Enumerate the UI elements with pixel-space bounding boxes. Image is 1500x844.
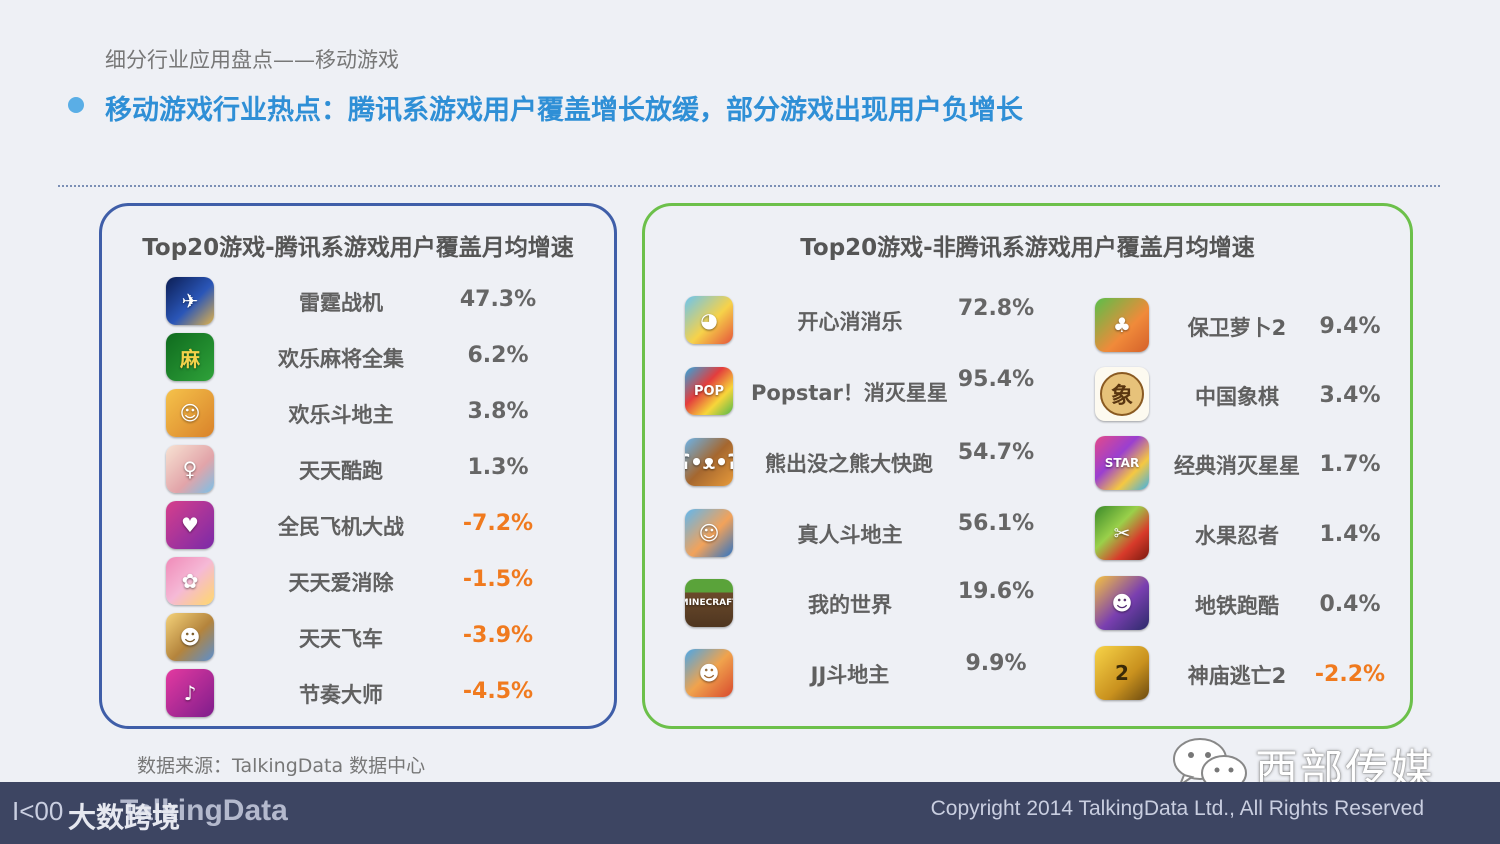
game-row: ☻ 地铁跑酷 0.4% <box>1095 576 1395 630</box>
game-row: ♀ 天天酷跑 1.3% <box>166 445 586 495</box>
game-row: ◕ 开心消消乐 72.8% <box>685 296 1045 346</box>
game-name: 欢乐麻将全集 <box>278 347 404 371</box>
game-row: 象 中国象棋 3.4% <box>1095 367 1395 421</box>
game-row: ✈ 雷霆战机 47.3% <box>166 277 586 327</box>
landlord-face-icon: ☺ <box>166 389 214 437</box>
game-row: ♥ 全民飞机大战 -7.2% <box>166 501 586 551</box>
game-row: 2 神庙逃亡2 -2.2% <box>1095 646 1395 700</box>
game-name: 欢乐斗地主 <box>288 403 394 427</box>
game-name: 我的世界 <box>808 593 892 617</box>
game-name: 开心消消乐 <box>797 310 903 334</box>
music-note-icon: ♪ <box>166 669 214 717</box>
subway-surfer-icon: ☻ <box>1095 576 1149 630</box>
growth-value: 9.9% <box>965 651 1027 676</box>
game-row: STAR 经典消灭星星 1.7% <box>1095 436 1395 490</box>
game-name: 天天飞车 <box>299 627 383 651</box>
happy-match-icon: ◕ <box>685 296 733 344</box>
brand-watermark: 大数跨境 <box>68 801 181 834</box>
game-row: ʕ•ᴥ•ʔ 熊出没之熊大快跑 54.7% <box>685 438 1045 488</box>
game-name: 经典消灭星星 <box>1174 454 1300 478</box>
game-row: ✿ 天天爱消除 -1.5% <box>166 557 586 607</box>
cartoon-man-icon: ☺ <box>685 509 733 557</box>
carrot-icon: ♣ <box>1095 298 1149 352</box>
growth-value: 72.8% <box>957 296 1035 321</box>
game-name: 雷霆战机 <box>299 291 383 315</box>
dotted-divider <box>58 185 1440 187</box>
chinese-chess-icon: 象 <box>1095 367 1149 421</box>
growth-value: -3.9% <box>462 623 534 648</box>
growth-value: -4.5% <box>462 679 534 704</box>
growth-value: 6.2% <box>467 343 529 368</box>
game-name: 全民飞机大战 <box>278 515 404 539</box>
fighter-jet-icon: ✈ <box>166 277 214 325</box>
bullet-dot <box>68 97 84 113</box>
game-row: ✂ 水果忍者 1.4% <box>1095 506 1395 560</box>
talkingdata-logo: TalkingData <box>120 794 288 827</box>
growth-value: 3.4% <box>1319 383 1381 408</box>
growth-value: 47.3% <box>459 287 537 312</box>
game-name: Popstar！消灭星星 <box>751 381 948 405</box>
brand-mark: I<00 <box>12 796 64 826</box>
plane-girl-icon: ♥ <box>166 501 214 549</box>
game-name: 保卫萝卜2 <box>1187 316 1287 340</box>
game-name: 神庙逃亡2 <box>1187 664 1287 688</box>
non-tencent-panel-title: Top20游戏-非腾讯系游戏用户覆盖月均增速 <box>800 235 1255 261</box>
minecraft-icon: MINECRAFT <box>685 579 733 627</box>
tencent-panel-title: Top20游戏-腾讯系游戏用户覆盖月均增速 <box>142 235 574 261</box>
footer-bar: I<00 TalkingData 大数跨境 Copyright 2014 Tal… <box>0 782 1500 844</box>
game-row: 麻 欢乐麻将全集 6.2% <box>166 333 586 383</box>
growth-value: 0.4% <box>1319 592 1381 617</box>
page-headline: 移动游戏行业热点：腾讯系游戏用户覆盖增长放缓，部分游戏出现用户负增长 <box>105 95 1023 126</box>
bear-icon: ʕ•ᴥ•ʔ <box>685 438 733 486</box>
temple-run-icon: 2 <box>1095 646 1149 700</box>
jj-landlord-icon: ☻ <box>685 649 733 697</box>
fruit-ninja-icon: ✂ <box>1095 506 1149 560</box>
game-name: 天天爱消除 <box>288 571 394 595</box>
growth-value: 19.6% <box>957 579 1035 604</box>
non-tencent-games-panel: Top20游戏-非腾讯系游戏用户覆盖月均增速 ◕ 开心消消乐 72.8% POP… <box>642 203 1413 729</box>
racer-girl-icon: ☻ <box>166 613 214 661</box>
game-row: ☻ 天天飞车 -3.9% <box>166 613 586 663</box>
runner-girl-icon: ♀ <box>166 445 214 493</box>
growth-value: -2.2% <box>1314 662 1386 687</box>
data-source-note: 数据来源：TalkingData 数据中心 <box>137 755 426 777</box>
game-name: 天天酷跑 <box>299 459 383 483</box>
game-row: ☺ 欢乐斗地主 3.8% <box>166 389 586 439</box>
mahjong-icon: 麻 <box>166 333 214 381</box>
growth-value: 3.8% <box>467 399 529 424</box>
game-name: 水果忍者 <box>1195 524 1279 548</box>
popstar-icon: POP <box>685 367 733 415</box>
copyright-text: Copyright 2014 TalkingData Ltd., All Rig… <box>930 797 1424 820</box>
growth-value: 1.3% <box>467 455 529 480</box>
game-name: JJ斗地主 <box>810 663 890 687</box>
game-row: MINECRAFT 我的世界 19.6% <box>685 579 1045 629</box>
game-row: POP Popstar！消灭星星 95.4% <box>685 367 1045 417</box>
growth-value: 1.7% <box>1319 452 1381 477</box>
game-row: ☻ JJ斗地主 9.9% <box>685 649 1045 699</box>
growth-value: -7.2% <box>462 511 534 536</box>
game-name: 熊出没之熊大快跑 <box>765 452 933 476</box>
growth-value: -1.5% <box>462 567 534 592</box>
growth-value: 95.4% <box>957 367 1035 392</box>
popstar-classic-icon: STAR <box>1095 436 1149 490</box>
page-subtitle: 细分行业应用盘点——移动游戏 <box>105 48 399 72</box>
growth-value: 9.4% <box>1319 314 1381 339</box>
game-name: 节奏大师 <box>299 683 383 707</box>
game-row: ♪ 节奏大师 -4.5% <box>166 669 586 719</box>
growth-value: 1.4% <box>1319 522 1381 547</box>
game-name: 中国象棋 <box>1195 385 1279 409</box>
tencent-games-panel: Top20游戏-腾讯系游戏用户覆盖月均增速 ✈ 雷霆战机 47.3% 麻 欢乐麻… <box>99 203 617 729</box>
game-name: 地铁跑酷 <box>1195 594 1279 618</box>
cute-pets-icon: ✿ <box>166 557 214 605</box>
game-row: ☺ 真人斗地主 56.1% <box>685 509 1045 559</box>
growth-value: 56.1% <box>957 511 1035 536</box>
game-name: 真人斗地主 <box>797 523 903 547</box>
game-row: ♣ 保卫萝卜2 9.4% <box>1095 298 1395 352</box>
growth-value: 54.7% <box>957 440 1035 465</box>
